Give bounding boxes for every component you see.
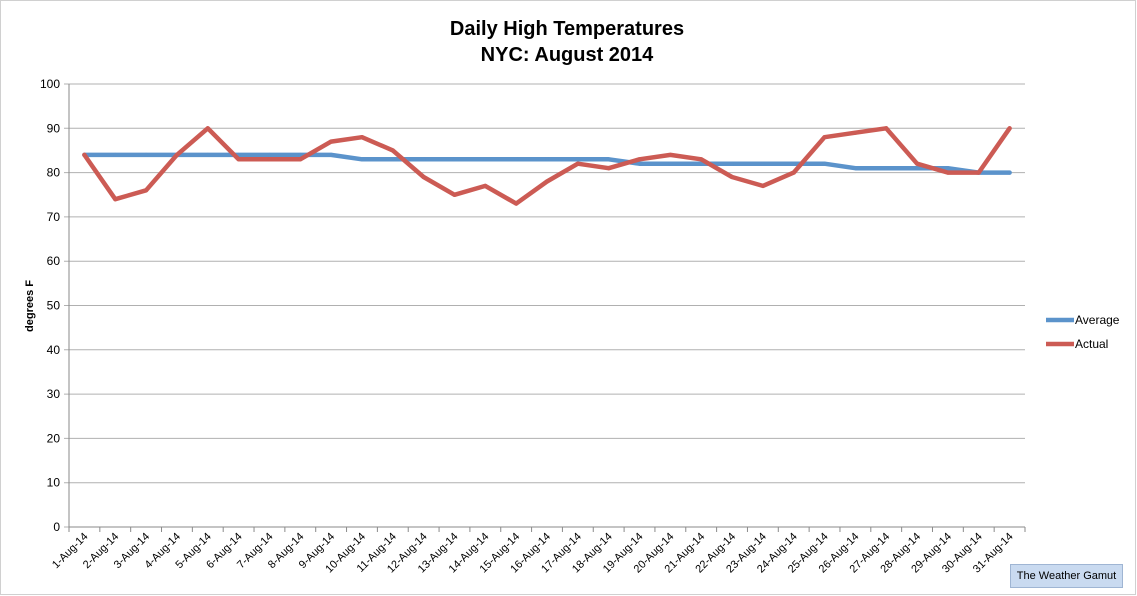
data-point-average (514, 157, 519, 162)
y-tick-label: 70 (47, 210, 61, 224)
data-point-actual (236, 157, 241, 162)
data-point-average (915, 166, 920, 171)
data-point-actual (483, 183, 488, 188)
data-point-average (144, 152, 149, 157)
legend: Average Actual (1046, 313, 1120, 351)
data-point-actual (205, 126, 210, 131)
data-point-actual (174, 152, 179, 157)
data-point-actual (421, 175, 426, 180)
data-point-average (113, 152, 118, 157)
grid-layer (64, 83, 1025, 528)
data-point-actual (976, 170, 981, 175)
data-point-actual (113, 197, 118, 202)
data-point-actual (329, 139, 334, 144)
data-point-actual (1007, 126, 1012, 131)
y-tick-label: 20 (47, 431, 61, 445)
data-point-actual (359, 135, 364, 140)
data-point-average (730, 161, 735, 166)
data-point-actual (637, 157, 642, 162)
data-point-actual (390, 148, 395, 153)
data-point-average (390, 157, 395, 162)
data-point-average (760, 161, 765, 166)
data-point-actual (452, 192, 457, 197)
series-layer (82, 126, 1012, 206)
y-tick-label: 10 (47, 476, 61, 490)
data-point-average (205, 152, 210, 157)
y-tick-label: 80 (47, 166, 61, 180)
data-point-average (452, 157, 457, 162)
data-point-average (359, 157, 364, 162)
y-tick-label: 50 (47, 299, 61, 313)
data-point-actual (606, 166, 611, 171)
data-point-actual (915, 161, 920, 166)
data-point-average (822, 161, 827, 166)
data-point-actual (575, 161, 580, 166)
data-point-average (791, 161, 796, 166)
y-tick-labels: 0 10 20 30 40 50 60 70 80 90 100 (40, 77, 60, 534)
data-point-average (668, 161, 673, 166)
data-point-average (884, 166, 889, 171)
data-point-average (298, 152, 303, 157)
y-tick-label: 40 (47, 343, 61, 357)
data-point-average (483, 157, 488, 162)
data-point-average (575, 157, 580, 162)
data-point-actual (545, 179, 549, 184)
y-tick-label: 60 (47, 254, 61, 268)
data-point-average (421, 157, 426, 162)
data-point-actual (730, 175, 735, 180)
data-point-actual (144, 188, 149, 193)
data-point-average (545, 157, 549, 162)
y-axis-label: degrees F (24, 280, 36, 332)
data-point-actual (853, 130, 858, 135)
data-point-average (606, 157, 611, 162)
data-point-actual (298, 157, 303, 162)
data-point-actual (791, 170, 796, 175)
y-tick-label: 100 (40, 77, 60, 91)
data-point-average (329, 152, 334, 157)
data-point-average (1007, 170, 1012, 175)
data-point-actual (267, 157, 272, 162)
y-tick-label: 0 (53, 520, 60, 534)
chart-subtitle: NYC: August 2014 (481, 44, 655, 66)
y-tick-label: 30 (47, 387, 61, 401)
axis-layer (68, 84, 1026, 532)
data-point-actual (822, 135, 827, 140)
data-point-actual (760, 183, 765, 188)
data-point-average (945, 166, 950, 171)
data-point-average (637, 161, 642, 166)
data-point-actual (884, 126, 889, 131)
source-badge: The Weather Gamut (1010, 564, 1123, 588)
data-point-actual (699, 157, 704, 162)
data-point-actual (82, 152, 87, 157)
legend-label-average: Average (1075, 313, 1120, 327)
legend-label-actual: Actual (1075, 337, 1108, 351)
data-point-average (699, 161, 704, 166)
chart-title: Daily High Temperatures (450, 18, 684, 40)
y-tick-label: 90 (47, 121, 61, 135)
data-point-average (267, 152, 272, 157)
data-point-actual (945, 170, 950, 175)
data-point-actual (668, 152, 673, 157)
data-point-actual (514, 201, 519, 206)
data-point-average (853, 166, 858, 171)
